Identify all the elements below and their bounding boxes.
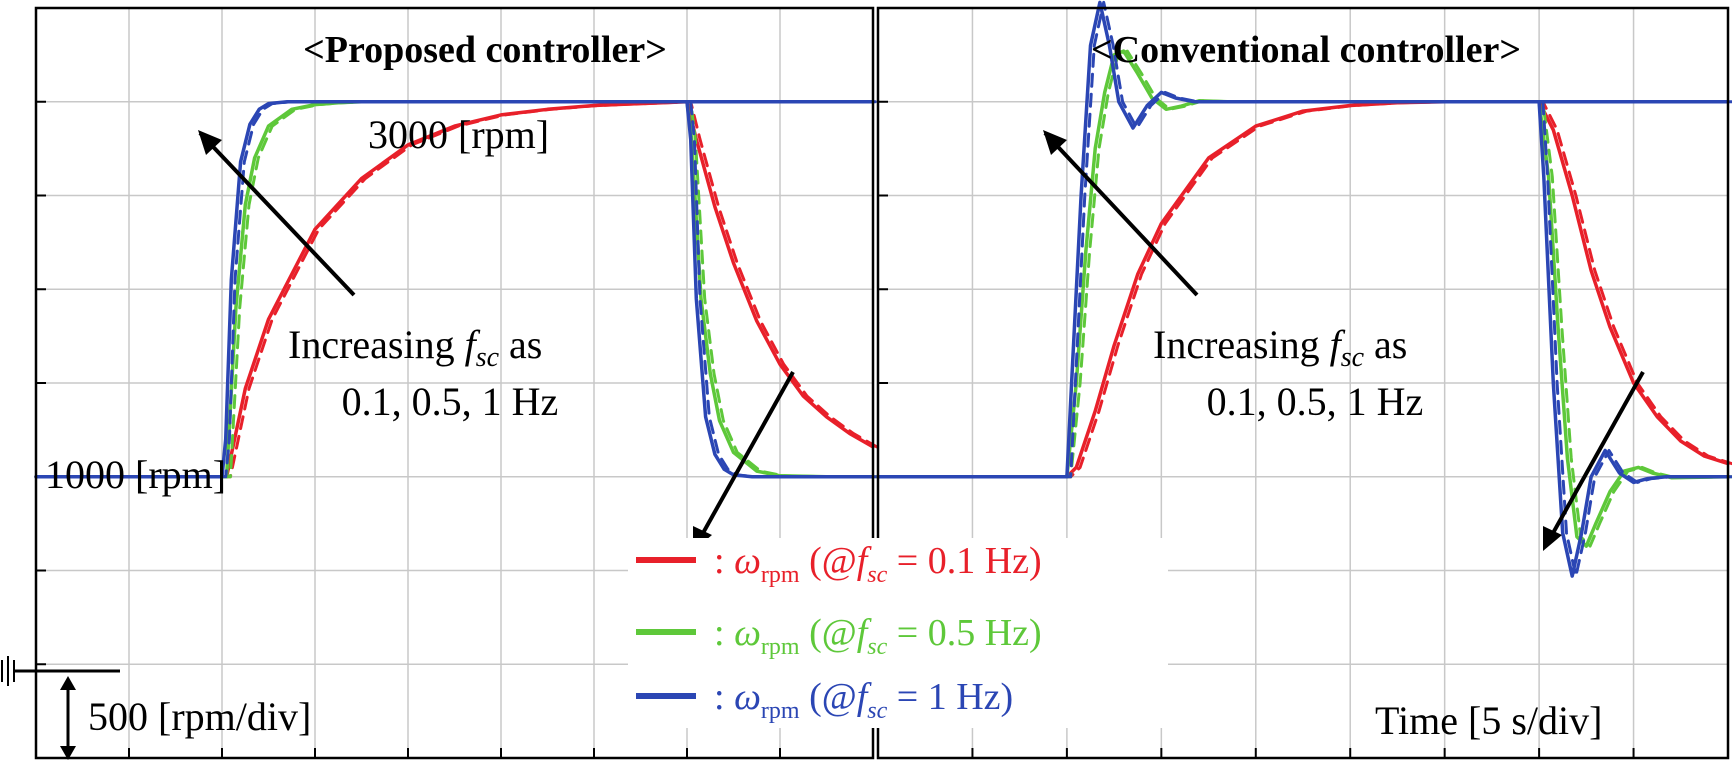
series-line-left-0p1hz — [34, 100, 875, 479]
annotation-rpm-scale: 500 [rpm/div] — [88, 694, 311, 739]
legend-label-0: : ωrpm (@fsc = 0.1 Hz) — [714, 540, 1042, 588]
reference-line-left-1hz-fall — [689, 100, 879, 479]
frame-left — [34, 6, 875, 760]
legend-background — [628, 538, 1168, 728]
annotation-increasing-left: Increasing fsc as — [288, 322, 542, 373]
annotation-increasing-right: Increasing fsc as — [1153, 322, 1407, 373]
series-line-right-1hz — [876, 0, 1730, 479]
curves-right — [876, 0, 1732, 578]
scale-double-arrow — [60, 676, 76, 760]
arrow-right-down — [1546, 371, 1645, 543]
annotation-time-scale: Time [5 s/div] — [1375, 698, 1602, 743]
arrow-right-up — [1043, 131, 1199, 297]
annotation-freqs-left: 0.1, 0.5, 1 Hz — [342, 379, 559, 424]
series-line-left-1hz-fall — [685, 100, 875, 479]
frame-right — [876, 6, 1730, 760]
legend-label-1: : ωrpm (@fsc = 0.5 Hz) — [714, 612, 1042, 660]
arrow-right-up-head — [1043, 130, 1067, 155]
arrow-left-down — [696, 371, 795, 543]
reference-line-left-1hz — [38, 100, 879, 479]
arrow-right-down-head — [1543, 526, 1562, 551]
title-left: <Proposed controller> — [303, 29, 667, 71]
arrow-left-up — [198, 131, 356, 297]
panel-conventional-controller: <Conventional controller> — [876, 0, 1732, 760]
legend: : ωrpm (@fsc = 0.1 Hz) : ωrpm (@fsc = 0.5… — [628, 538, 1168, 728]
arrows — [198, 130, 1645, 551]
annotation-1000-rpm: 1000 [rpm] — [45, 452, 226, 497]
title-right: <Conventional controller> — [1091, 29, 1521, 71]
curves-left — [34, 100, 879, 479]
legend-label-2: : ωrpm (@fsc = 1 Hz) — [714, 676, 1013, 724]
reference-line-right-1hz-fall — [1541, 100, 1732, 578]
ground-marker — [1, 656, 120, 686]
arrow-left-up-head — [198, 130, 222, 155]
annotation-freqs-right: 0.1, 0.5, 1 Hz — [1207, 379, 1424, 424]
series-line-left-1hz — [34, 100, 875, 479]
annotation-3000-rpm: 3000 [rpm] — [368, 112, 549, 157]
series-line-right-1hz-fall — [1537, 100, 1730, 578]
panel-proposed-controller: <Proposed controller> — [34, 6, 879, 760]
